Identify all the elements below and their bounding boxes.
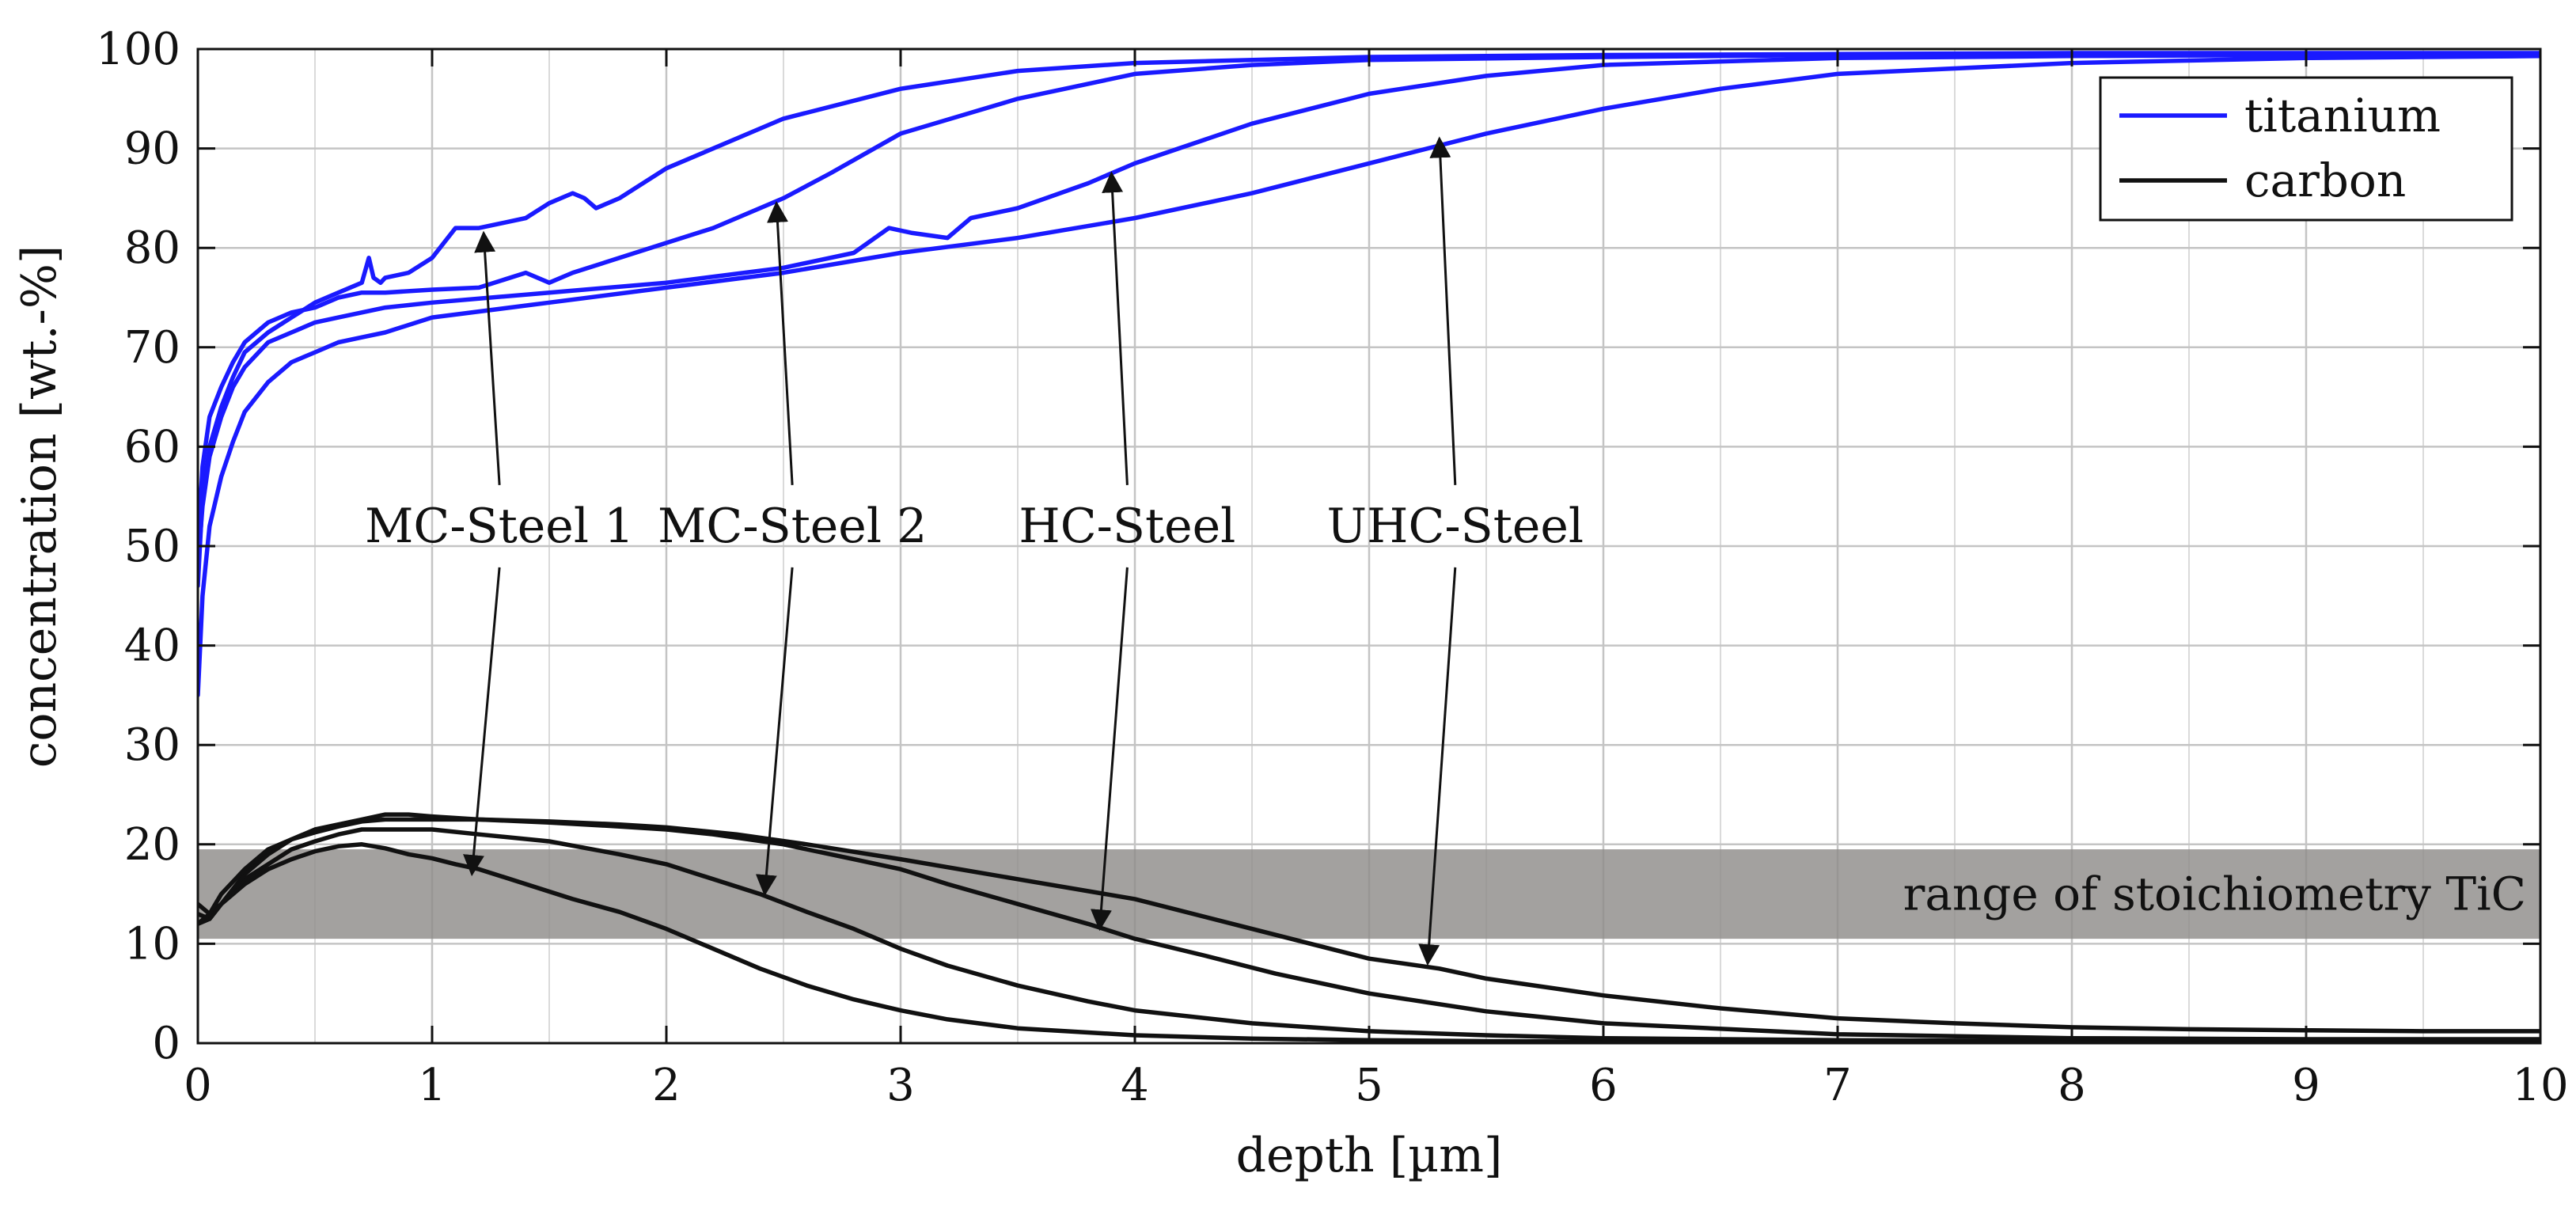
annotation-label-mc-steel-1: MC-Steel 1 — [365, 499, 634, 554]
series-line-mc-steel-2-titanium — [198, 51, 2540, 548]
y-tick-label: 100 — [96, 24, 180, 75]
x-axis-label: depth [µm] — [1236, 1128, 1503, 1183]
annotation-arrow-mc-steel-2-carbon — [755, 567, 794, 897]
series-line-mc-steel-1-carbon — [198, 842, 2540, 1043]
annotation-arrow-mc-steel-1-carbon — [463, 567, 501, 877]
y-tick-label: 80 — [124, 222, 180, 274]
x-tick-label: 7 — [1823, 1060, 1852, 1111]
legend-label-carbon: carbon — [2244, 154, 2406, 207]
series-line-hc-steel-titanium — [198, 51, 2540, 568]
annotation-label-hc-steel: HC-Steel — [1019, 499, 1235, 554]
y-tick-label: 40 — [124, 621, 180, 672]
annotation-arrow-uhc-steel-titanium — [1429, 136, 1457, 485]
x-tick-label: 5 — [1355, 1060, 1383, 1111]
x-tick-label: 1 — [418, 1060, 446, 1111]
annotation-label-uhc-steel: UHC-Steel — [1327, 499, 1584, 554]
annotation-arrow-mc-steel-2-titanium — [767, 200, 794, 485]
annotation-label-mc-steel-2: MC-Steel 2 — [658, 499, 927, 554]
legend-box — [2099, 76, 2513, 222]
annotation-arrow-mc-steel-1-titanium — [474, 230, 501, 485]
stoichiometry-band: range of stoichiometry TiC — [198, 849, 2540, 939]
series-line-uhc-steel-carbon — [198, 812, 2540, 1034]
stoichiometry-band-rect — [198, 849, 2540, 939]
legend: titanium carbon — [2099, 76, 2513, 222]
y-tick-label: 90 — [124, 123, 180, 175]
y-tick-label: 0 — [152, 1018, 180, 1069]
x-tick-label: 6 — [1589, 1060, 1618, 1111]
y-tick-label: 10 — [124, 918, 180, 970]
x-tick-label: 8 — [2058, 1060, 2086, 1111]
y-tick-label: 60 — [124, 421, 180, 473]
legend-label-titanium: titanium — [2244, 89, 2441, 142]
series-line-mc-steel-2-carbon — [198, 827, 2540, 1043]
stoichiometry-band-label: range of stoichiometry TiC — [1903, 867, 2526, 921]
x-tick-label: 0 — [184, 1060, 212, 1111]
x-tick-label: 3 — [886, 1060, 915, 1111]
y-tick-label: 30 — [124, 719, 180, 771]
y-tick-label: 70 — [124, 322, 180, 374]
annotation-arrow-uhc-steel-carbon — [1418, 567, 1457, 966]
annotations: MC-Steel 1 MC-Steel 2 HC-Steel UHC-Steel — [365, 136, 1584, 966]
annotation-arrow-hc-steel-carbon — [1090, 567, 1129, 932]
annotation-arrow-hc-steel-titanium — [1102, 171, 1129, 485]
x-tick-label: 10 — [2512, 1060, 2568, 1111]
x-tick-label: 4 — [1121, 1060, 1149, 1111]
series-line-uhc-steel-titanium — [198, 54, 2540, 698]
y-axis-label: concentration [wt.-%] — [12, 245, 67, 768]
x-tick-label: 9 — [2292, 1060, 2320, 1111]
y-tick-label: 50 — [124, 521, 180, 572]
x-tick-label: 2 — [652, 1060, 681, 1111]
y-tick-label: 20 — [124, 819, 180, 871]
